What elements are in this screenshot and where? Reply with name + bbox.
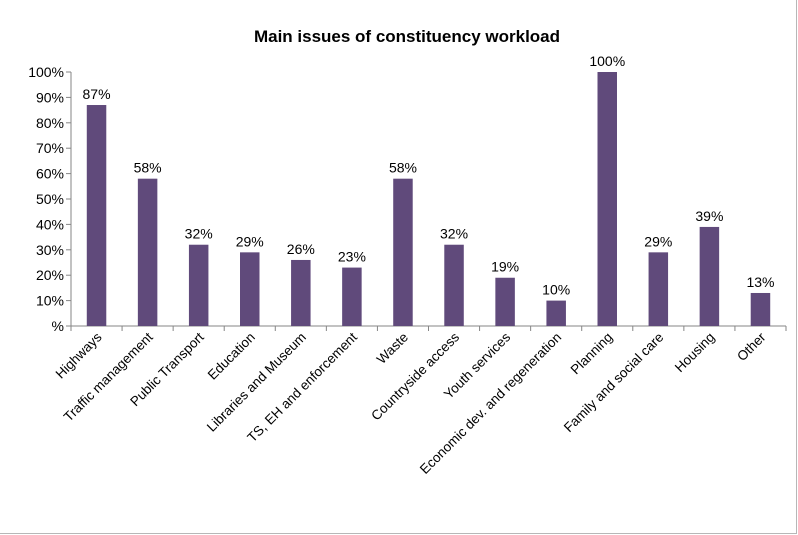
data-label: 13% bbox=[746, 274, 774, 290]
bar-other bbox=[750, 292, 771, 326]
bar-highways bbox=[86, 105, 107, 327]
data-label: 58% bbox=[134, 160, 162, 176]
bar-family-and-social-care bbox=[648, 252, 669, 326]
data-label: 87% bbox=[83, 86, 111, 102]
data-label: 10% bbox=[542, 282, 570, 298]
y-tick-label: % bbox=[52, 318, 64, 334]
category-label: Planning bbox=[568, 330, 616, 378]
data-label: 23% bbox=[338, 249, 366, 265]
data-label: 58% bbox=[389, 160, 417, 176]
bar-economic-dev-and-regeneration bbox=[546, 300, 566, 326]
data-label: 29% bbox=[236, 233, 264, 249]
data-label: 19% bbox=[491, 259, 519, 275]
y-tick-label: 50% bbox=[36, 191, 64, 207]
bar-countryside-access bbox=[444, 244, 464, 326]
category-label: Traffic management bbox=[61, 329, 156, 424]
data-label: 39% bbox=[695, 208, 723, 224]
data-label: 32% bbox=[440, 226, 468, 242]
y-tick-label: 90% bbox=[36, 89, 64, 105]
data-label: 29% bbox=[644, 233, 672, 249]
bar-planning bbox=[597, 72, 617, 326]
bar-youth-services bbox=[495, 277, 515, 326]
bar-ts-eh-and-enforcement bbox=[342, 267, 362, 326]
category-label: Highways bbox=[53, 329, 105, 381]
y-tick-label: 40% bbox=[36, 216, 64, 232]
bar-waste bbox=[393, 178, 413, 326]
bars bbox=[86, 72, 771, 327]
data-label: 26% bbox=[287, 241, 315, 257]
y-tick-label: 10% bbox=[36, 293, 64, 309]
chart-title: Main issues of constituency workload bbox=[254, 27, 560, 46]
category-label: Waste bbox=[374, 330, 411, 367]
category-label: Libraries and Museum bbox=[204, 330, 309, 435]
y-tick-label: 60% bbox=[36, 166, 64, 182]
axes bbox=[66, 71, 787, 331]
data-label: 32% bbox=[185, 226, 213, 242]
bar-education bbox=[240, 252, 260, 326]
data-labels: 87% 58% 32% 29% 26% 23% 58% 32% 19% 10% 100% 29% 39%… bbox=[83, 53, 775, 298]
y-tick-label: 80% bbox=[36, 115, 64, 131]
y-tick-label: 70% bbox=[36, 140, 64, 156]
category-label: Housing bbox=[672, 330, 718, 376]
category-label: Family and social care bbox=[561, 330, 667, 436]
data-label: 100% bbox=[589, 53, 625, 69]
bar-housing bbox=[699, 226, 720, 326]
y-tick-label: 30% bbox=[36, 242, 64, 258]
category-label: Education bbox=[205, 330, 258, 383]
category-label: Other bbox=[734, 329, 769, 364]
bar-public-transport bbox=[188, 244, 209, 326]
y-tick-label: 100% bbox=[28, 64, 64, 80]
y-axis-tick-labels: % 10% 20% 30% 40% 50% 60% 70% 80% 90% 100% bbox=[28, 64, 64, 334]
category-label: Countryside access bbox=[368, 329, 462, 423]
bar-traffic-management bbox=[137, 178, 158, 326]
y-tick-label: 20% bbox=[36, 267, 64, 283]
bar-libraries-and-museum bbox=[291, 259, 311, 326]
